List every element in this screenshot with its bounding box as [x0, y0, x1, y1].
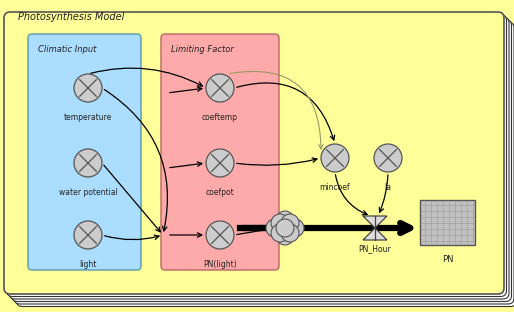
Text: PN(light): PN(light)	[203, 260, 237, 269]
FancyBboxPatch shape	[16, 25, 514, 306]
FancyBboxPatch shape	[7, 14, 506, 296]
Circle shape	[321, 144, 349, 172]
FancyBboxPatch shape	[161, 34, 279, 270]
Text: mincoef: mincoef	[320, 183, 351, 192]
Text: temperature: temperature	[64, 113, 112, 122]
FancyBboxPatch shape	[9, 17, 509, 299]
Circle shape	[374, 144, 402, 172]
Text: PN_Hour: PN_Hour	[359, 244, 391, 253]
Circle shape	[281, 214, 299, 232]
Circle shape	[266, 219, 284, 237]
Circle shape	[276, 219, 294, 237]
Circle shape	[74, 221, 102, 249]
Text: Climatic Input: Climatic Input	[38, 45, 97, 54]
FancyBboxPatch shape	[28, 34, 141, 270]
Polygon shape	[363, 228, 387, 240]
Polygon shape	[363, 216, 387, 228]
Text: Ia: Ia	[384, 183, 392, 192]
Text: Limiting Factor: Limiting Factor	[171, 45, 234, 54]
Text: coefpot: coefpot	[206, 188, 234, 197]
Circle shape	[276, 211, 294, 229]
Circle shape	[206, 74, 234, 102]
Circle shape	[271, 224, 289, 242]
Circle shape	[281, 224, 299, 242]
Circle shape	[276, 227, 294, 245]
FancyBboxPatch shape	[4, 12, 504, 294]
Circle shape	[271, 214, 289, 232]
Circle shape	[74, 149, 102, 177]
Text: PN: PN	[442, 255, 453, 264]
Circle shape	[286, 219, 304, 237]
FancyBboxPatch shape	[14, 22, 514, 304]
Circle shape	[206, 221, 234, 249]
Circle shape	[74, 74, 102, 102]
Bar	[420, 200, 475, 245]
Circle shape	[206, 149, 234, 177]
Text: water potential: water potential	[59, 188, 117, 197]
FancyBboxPatch shape	[11, 19, 511, 301]
Text: coeftemp: coeftemp	[202, 113, 238, 122]
Text: Photosynthesis Model: Photosynthesis Model	[18, 12, 124, 22]
Text: light: light	[79, 260, 97, 269]
